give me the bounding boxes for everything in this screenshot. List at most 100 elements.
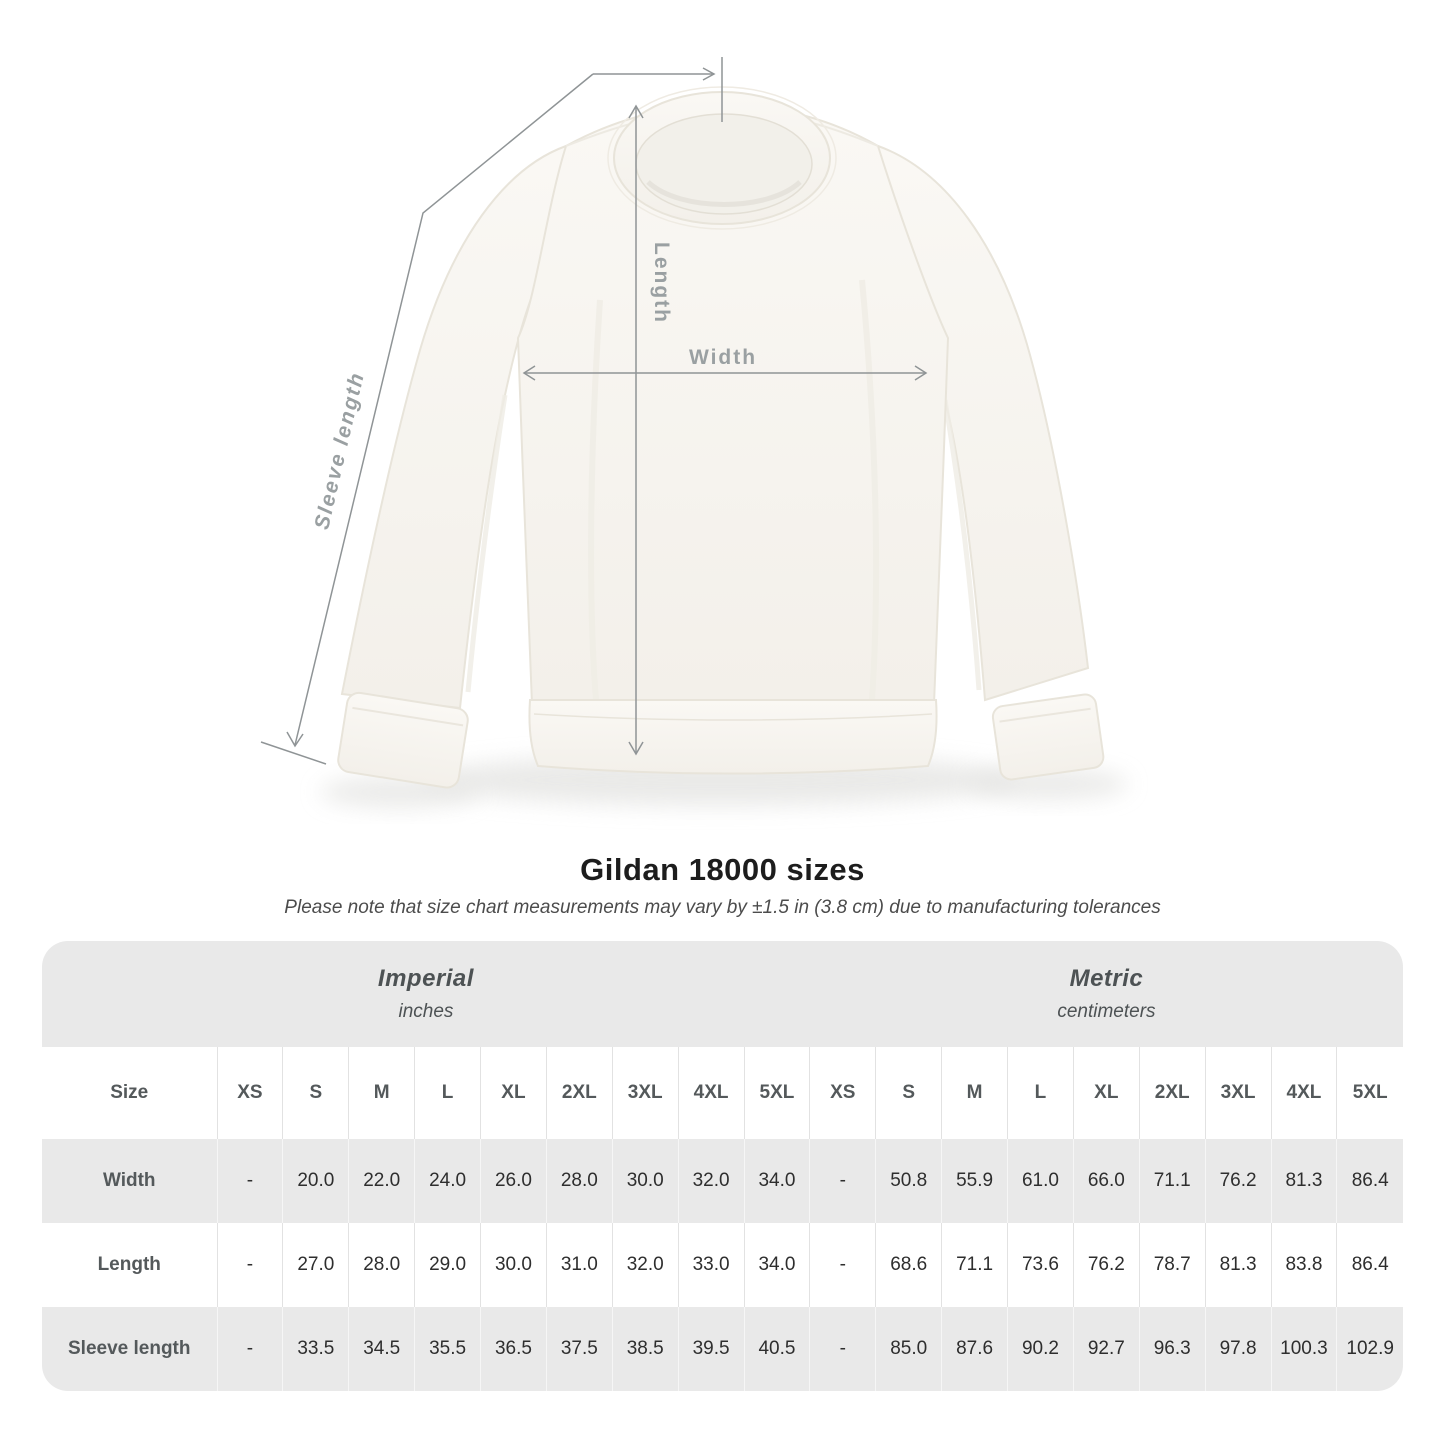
value-cell: 96.3 <box>1138 1307 1206 1391</box>
value-cell: 30.0 <box>480 1223 547 1307</box>
width-arrow <box>522 365 928 381</box>
size-col-header-metric: XL <box>1072 1047 1140 1139</box>
value-cell: 37.5 <box>545 1307 613 1391</box>
value-cell: 31.0 <box>545 1223 613 1307</box>
size-col-header-metric: XS <box>809 1047 876 1139</box>
waistband <box>528 699 938 775</box>
product-measurement-diagram: Length Width Sleeve length <box>260 57 1128 808</box>
value-cell: - <box>809 1307 876 1391</box>
value-cell: 28.0 <box>348 1223 415 1307</box>
value-cell: 55.9 <box>941 1139 1008 1223</box>
value-cell: 61.0 <box>1007 1139 1074 1223</box>
sweatshirt-diagram-svg: Length Width Sleeve length <box>260 57 1128 808</box>
value-cell: 97.8 <box>1204 1307 1271 1391</box>
value-cell: - <box>216 1223 283 1307</box>
value-cell: - <box>216 1307 283 1391</box>
length-arrow <box>628 104 644 756</box>
size-col-header-imperial: 5XL <box>743 1047 810 1139</box>
size-col-header-imperial: L <box>414 1047 481 1139</box>
value-cell: 20.0 <box>282 1139 349 1223</box>
unit-header-row: Imperial inches Metric centimeters <box>42 941 1403 1047</box>
size-col-header-imperial: 4XL <box>677 1047 744 1139</box>
down-arrowhead <box>628 741 644 756</box>
size-col-header-metric: L <box>1007 1047 1074 1139</box>
value-cell: 27.0 <box>282 1223 349 1307</box>
size-col-header-imperial: M <box>348 1047 415 1139</box>
value-cell: 85.0 <box>875 1307 942 1391</box>
value-cell: 81.3 <box>1204 1223 1271 1307</box>
right-arrowhead <box>914 365 928 381</box>
value-cell: 90.2 <box>1007 1307 1074 1391</box>
measurement-arrows <box>260 57 928 765</box>
metric-group-unit: centimeters <box>1057 1001 1156 1022</box>
metric-group-title: Metric <box>1069 965 1144 992</box>
value-cell: 71.1 <box>941 1223 1008 1307</box>
value-cell: - <box>809 1223 876 1307</box>
value-cell: 102.9 <box>1336 1307 1403 1391</box>
size-col-header-metric: S <box>875 1047 942 1139</box>
value-cell: 66.0 <box>1072 1139 1140 1223</box>
value-cell: 73.6 <box>1007 1223 1074 1307</box>
sweatshirt-graphic <box>320 86 1128 808</box>
value-cell: 40.5 <box>743 1307 810 1391</box>
row-label: Sleeve length <box>42 1307 217 1391</box>
value-cell: 76.2 <box>1204 1139 1271 1223</box>
size-col-header-metric: 3XL <box>1204 1047 1271 1139</box>
value-cell: 71.1 <box>1138 1139 1206 1223</box>
value-cell: 76.2 <box>1072 1223 1140 1307</box>
metric-group-header: Metric centimeters <box>809 941 1403 1047</box>
value-cell: 26.0 <box>480 1139 547 1223</box>
sleeve-length-label: Sleeve length <box>310 369 369 531</box>
up-arrowhead <box>628 104 644 119</box>
page-title: Gildan 18000 sizes <box>580 852 865 887</box>
size-column-header: Size <box>42 1047 217 1139</box>
table-row: Sleeve length -33.5 34.5 35.5 36.5 37.5 38.5 39… <box>42 1307 1403 1391</box>
value-cell: 83.8 <box>1270 1223 1337 1307</box>
value-cell: 30.0 <box>611 1139 679 1223</box>
width-label: Width <box>689 346 757 369</box>
size-header-row: Size XS S M L XL 2XL 3XL 4XL 5XL XS S M L XL 2XL 3XL 4XL… <box>42 1047 1403 1139</box>
value-cell: 24.0 <box>414 1139 481 1223</box>
imperial-group-unit: inches <box>398 1001 454 1022</box>
value-cell: 36.5 <box>480 1307 547 1391</box>
size-col-header-metric: 5XL <box>1336 1047 1403 1139</box>
size-col-header-imperial: XS <box>216 1047 283 1139</box>
value-cell: 22.0 <box>348 1139 415 1223</box>
imperial-group-title: Imperial <box>377 965 474 992</box>
value-cell: 28.0 <box>545 1139 613 1223</box>
left-arrowhead <box>522 365 536 381</box>
right-cuff <box>991 693 1105 781</box>
value-cell: 100.3 <box>1270 1307 1337 1391</box>
cuff-tick-line <box>260 741 327 765</box>
table-row: Length -27.0 28.0 29.0 30.0 31.0 32.0 33.0 34.0-… <box>42 1223 1403 1307</box>
row-label: Length <box>42 1223 217 1307</box>
value-cell: 34.0 <box>743 1223 810 1307</box>
left-sleeve <box>340 144 568 710</box>
size-col-header-imperial: XL <box>480 1047 547 1139</box>
right-arrowhead <box>702 67 716 81</box>
left-cuff <box>337 691 469 789</box>
size-table-container: Imperial inches Metric centimeters Size … <box>42 941 1403 1391</box>
size-col-header-metric: 2XL <box>1138 1047 1206 1139</box>
value-cell: 34.0 <box>743 1139 810 1223</box>
value-cell: 78.7 <box>1138 1223 1206 1307</box>
value-cell: 34.5 <box>348 1307 415 1391</box>
size-col-header-imperial: 2XL <box>545 1047 613 1139</box>
length-label: Length <box>650 242 673 324</box>
size-table: Imperial inches Metric centimeters Size … <box>42 941 1403 1391</box>
down-arrowhead <box>286 731 304 748</box>
tolerance-note: Please note that size chart measurements… <box>284 897 1161 918</box>
value-cell: 39.5 <box>677 1307 744 1391</box>
size-col-header-imperial: S <box>282 1047 349 1139</box>
value-cell: 92.7 <box>1072 1307 1140 1391</box>
value-cell: 32.0 <box>611 1223 679 1307</box>
value-cell: 29.0 <box>414 1223 481 1307</box>
value-cell: - <box>809 1139 876 1223</box>
value-cell: 50.8 <box>875 1139 942 1223</box>
size-col-header-metric: M <box>941 1047 1008 1139</box>
caption-block: Gildan 18000 sizes Please note that size… <box>0 852 1445 919</box>
value-cell: 87.6 <box>941 1307 1008 1391</box>
value-cell: 33.0 <box>677 1223 744 1307</box>
value-cell: - <box>216 1139 283 1223</box>
